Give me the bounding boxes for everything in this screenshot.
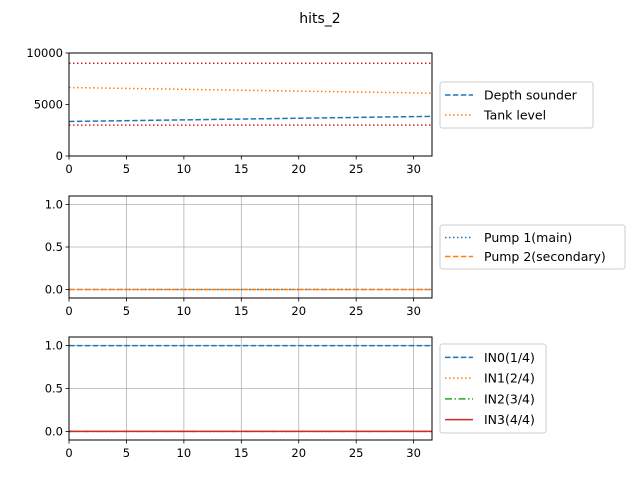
x-tick-label: 25 [349, 304, 364, 318]
legend-box [439, 81, 594, 129]
x-tick-label: 10 [177, 446, 192, 460]
y-tick-label: 0.0 [45, 424, 63, 438]
y-tick-label: 1.0 [45, 339, 63, 353]
x-tick-label: 15 [234, 162, 249, 176]
x-tick-label: 5 [123, 304, 130, 318]
x-tick-label: 15 [234, 446, 249, 460]
legend: Depth sounder Tank level [439, 81, 594, 129]
y-tick-label: 0.5 [45, 240, 63, 254]
legend-label: IN3(4/4) [484, 412, 535, 427]
x-tick-label: 0 [65, 304, 72, 318]
x-tick-label: 20 [291, 446, 306, 460]
legend: Pump 1(main) Pump 2(secondary) [439, 224, 626, 270]
x-tick-label: 10 [177, 304, 192, 318]
chart-panel-3: 0 5 10 15 20 25 30 0.0 0.5 1.0 IN0(1/4) IN1(2/4) IN2… [45, 336, 547, 460]
legend-label: Tank level [483, 108, 546, 123]
x-tick-label: 20 [291, 162, 306, 176]
x-tick-label: 5 [123, 446, 130, 460]
x-tick-label: 15 [234, 304, 249, 318]
chart-panel-1: 0 5 10 15 20 25 30 0 5000 10000 Depth sounder Tank … [26, 46, 594, 176]
y-tick-label: 0.0 [45, 283, 63, 297]
x-tick-label: 20 [291, 304, 306, 318]
x-tick-label: 25 [349, 446, 364, 460]
chart-panel-2: 0 5 10 15 20 25 30 0.0 0.5 1.0 Pump 1(main) Pump 2(… [45, 195, 626, 318]
axes-frame [68, 52, 433, 157]
y-tick-label: 5000 [34, 98, 63, 112]
legend-label: IN1(2/4) [484, 371, 535, 386]
x-tick-label: 30 [406, 446, 421, 460]
x-tick-label: 0 [65, 446, 72, 460]
x-tick-label: 0 [65, 162, 72, 176]
y-tick-label: 0 [56, 149, 63, 163]
x-tick-label: 10 [177, 162, 192, 176]
series-line-tank-level [69, 86, 432, 94]
legend-label: IN2(3/4) [484, 391, 535, 406]
x-tick-label: 30 [406, 162, 421, 176]
legend-label: Pump 2(secondary) [484, 249, 606, 264]
legend-box [439, 343, 547, 434]
x-tick-label: 5 [123, 162, 130, 176]
x-tick-label: 30 [406, 304, 421, 318]
x-tick-label: 25 [349, 162, 364, 176]
legend-label: Depth sounder [484, 88, 578, 103]
y-tick-label: 10000 [26, 46, 63, 60]
y-tick-label: 0.5 [45, 382, 63, 396]
series-line-depth-sounder [69, 115, 432, 123]
legend-label: Pump 1(main) [484, 230, 572, 245]
legend: IN0(1/4) IN1(2/4) IN2(3/4) IN3(4/4) [439, 343, 547, 434]
y-tick-label: 1.0 [45, 198, 63, 212]
chart-panels: 0 5 10 15 20 25 30 0 5000 10000 Depth sounder Tank … [26, 46, 626, 460]
figure-title: hits_2 [299, 11, 340, 27]
legend-box [439, 224, 626, 270]
legend-label: IN0(1/4) [484, 350, 535, 365]
